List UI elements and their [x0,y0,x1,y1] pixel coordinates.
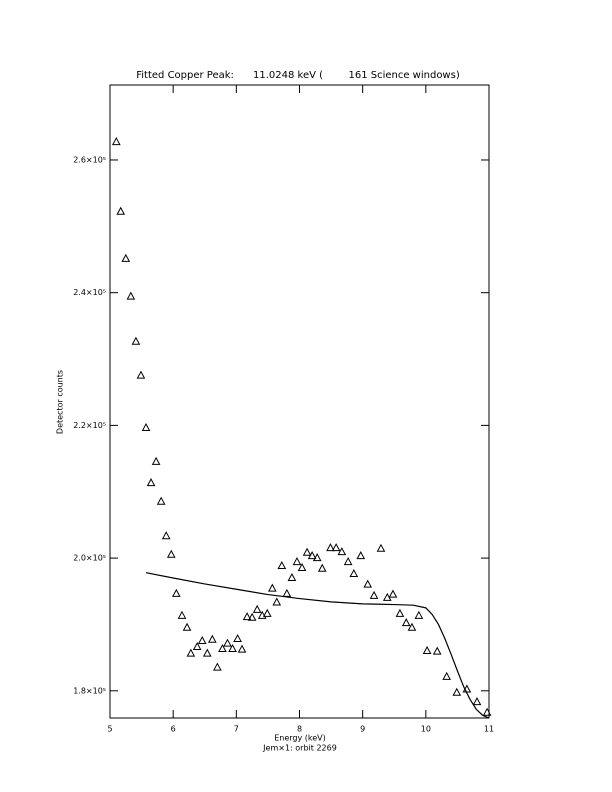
point [369,590,379,599]
point [171,588,181,597]
point [272,597,282,606]
y-tick-label: 2.0×10⁵ [73,554,106,563]
point [141,422,151,432]
point [233,633,242,643]
point [111,137,121,146]
point [156,496,166,505]
point [442,671,452,680]
point [343,557,353,566]
point [331,543,341,552]
point [182,622,192,631]
y-tick-label: 2.2×10⁵ [73,421,106,430]
point [472,697,482,706]
x-tick-label: 5 [107,725,112,734]
point [363,579,373,588]
point [126,291,136,300]
point [177,610,187,619]
point [356,551,366,560]
point [307,551,317,560]
point [116,206,126,215]
point [247,612,257,621]
x-tick-label: 6 [171,725,176,734]
x-tick-label: 8 [297,725,302,734]
point [192,641,202,651]
y-tick-label: 1.8×10⁵ [73,686,106,695]
point [376,543,386,552]
subtitle: Jem×1: orbit 2269 [262,744,337,753]
x-tick-label: 10 [421,725,431,734]
point [282,588,292,597]
point [312,553,322,562]
point [207,634,217,643]
point [197,635,207,645]
point [292,557,302,566]
point [228,643,237,652]
y-tick-label: 2.6×10⁵ [73,155,106,164]
x-tick-label: 9 [360,725,365,734]
point [202,648,212,657]
point [349,568,359,578]
point [297,562,307,572]
point [482,707,492,716]
plot-frame [109,84,490,719]
point [121,253,131,262]
point [218,643,227,652]
point [414,610,424,619]
x-axis-label: Energy (keV) [274,734,326,743]
point [326,543,335,552]
point [302,547,312,556]
point [131,336,141,345]
point [161,531,171,540]
chart-title: Fitted Copper Peak: 11.0248 keV ( 161 Sc… [136,70,460,81]
point [262,608,272,617]
fit-line [145,572,490,719]
point [277,560,287,570]
point [136,370,146,379]
point [166,549,176,558]
point [287,572,297,581]
point [395,608,405,617]
y-tick-label: 2.4×10⁵ [73,288,106,297]
point [452,687,462,696]
point [186,648,196,657]
point [337,547,347,556]
point [401,618,411,627]
point [317,563,327,572]
x-tick-label: 11 [484,725,494,734]
point [268,583,277,592]
y-axis-label: Detector counts [56,370,65,434]
point [407,622,417,631]
point [432,646,442,655]
point [151,456,161,465]
point [242,612,252,621]
point [213,662,222,671]
point [237,644,247,653]
x-tick-label: 7 [234,725,239,734]
point [146,478,156,487]
point [252,604,262,613]
point [422,645,432,654]
point [223,638,232,647]
point [388,589,398,598]
